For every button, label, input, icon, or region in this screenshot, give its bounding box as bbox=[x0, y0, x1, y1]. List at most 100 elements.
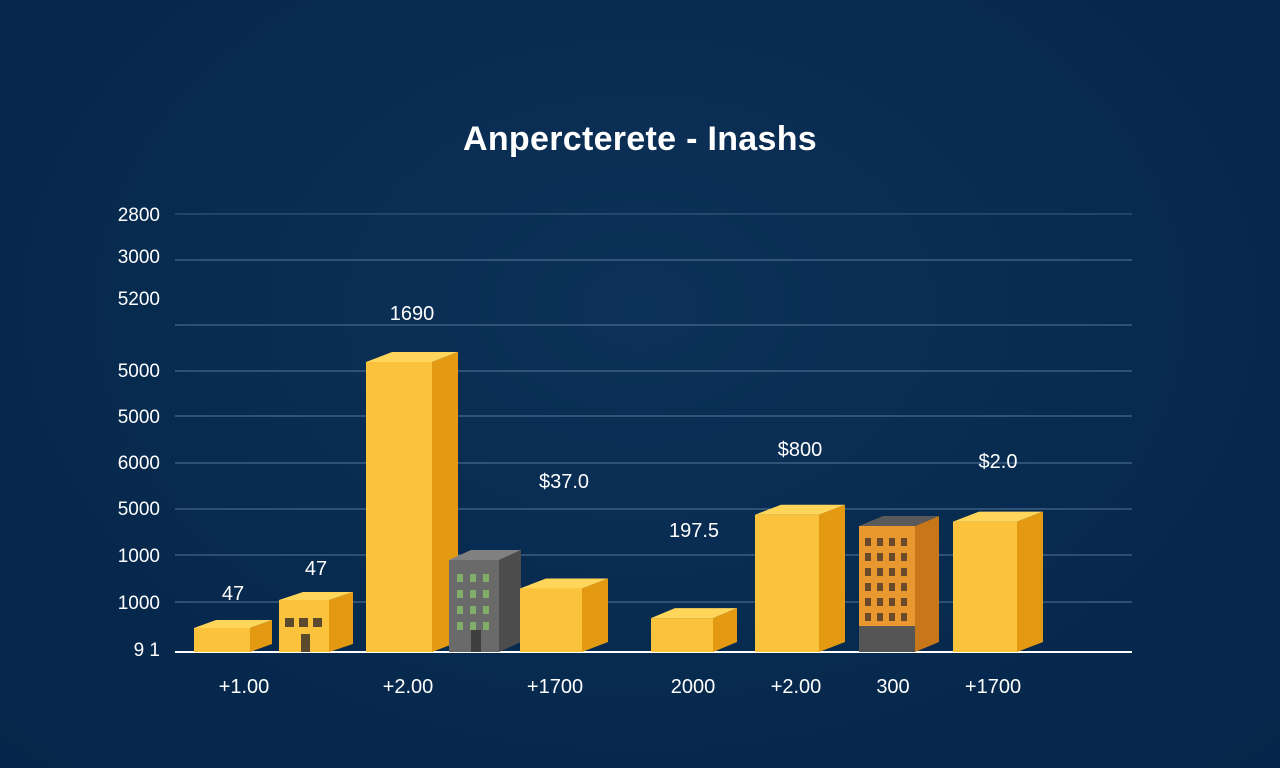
building-door bbox=[471, 630, 481, 652]
y-tick-label: 3000 bbox=[118, 247, 160, 268]
bar-side-face bbox=[713, 608, 737, 652]
building-window bbox=[901, 553, 907, 561]
building-window bbox=[889, 613, 895, 621]
bar-front-face bbox=[953, 521, 1017, 652]
x-category-label: 2000 bbox=[671, 676, 716, 698]
bar bbox=[449, 550, 521, 652]
bar-top-face bbox=[755, 504, 845, 515]
building-window bbox=[877, 538, 883, 546]
building-window bbox=[483, 606, 489, 614]
bar-side-face bbox=[250, 620, 272, 652]
building-window bbox=[889, 568, 895, 576]
building-window bbox=[889, 583, 895, 591]
bar-top-face bbox=[953, 511, 1043, 522]
bar-value-label: 1690 bbox=[390, 303, 435, 325]
y-tick-label: 5000 bbox=[118, 361, 160, 382]
bar-value-label: 47 bbox=[222, 583, 244, 605]
bar bbox=[194, 620, 272, 652]
y-tick-label: 9 1 bbox=[134, 640, 160, 661]
building-window bbox=[299, 618, 308, 627]
x-category-label: +2.00 bbox=[383, 676, 434, 698]
bar bbox=[520, 578, 608, 652]
y-tick-label: 5000 bbox=[118, 499, 160, 520]
building-window bbox=[877, 553, 883, 561]
data-labels: 47 47 1690 $37.0 197.5 $800 $2.0 bbox=[222, 303, 1018, 605]
bar bbox=[859, 516, 939, 652]
bar-top-face bbox=[194, 620, 272, 628]
bar-side-face bbox=[915, 516, 939, 652]
bar-side-face bbox=[582, 578, 608, 652]
building-window bbox=[865, 568, 871, 576]
building-window bbox=[877, 613, 883, 621]
bar bbox=[651, 608, 737, 652]
bar-front-face bbox=[366, 362, 432, 652]
building-window bbox=[285, 618, 294, 627]
x-category-label: +1700 bbox=[965, 676, 1021, 698]
building-window bbox=[457, 574, 463, 582]
y-tick-label: 5000 bbox=[118, 407, 160, 428]
building-base bbox=[859, 626, 915, 652]
building-window bbox=[865, 598, 871, 606]
bar-top-face bbox=[859, 516, 939, 526]
building-window bbox=[865, 538, 871, 546]
bar-front-face bbox=[651, 618, 713, 652]
building-window bbox=[865, 553, 871, 561]
x-category-label: +1700 bbox=[527, 676, 583, 698]
building-window bbox=[457, 606, 463, 614]
building-window bbox=[483, 622, 489, 630]
y-tick-label: 1000 bbox=[118, 546, 160, 567]
y-tick-label: 6000 bbox=[118, 453, 160, 474]
y-tick-label: 5200 bbox=[118, 289, 160, 310]
building-window bbox=[901, 583, 907, 591]
bar-side-face bbox=[819, 504, 845, 652]
building-window bbox=[483, 590, 489, 598]
x-axis-labels: +1.00 +2.00 +1700 2000 +2.00 300 +1700 bbox=[219, 676, 1021, 698]
building-window bbox=[877, 583, 883, 591]
bar-side-face bbox=[1017, 511, 1043, 652]
building-window bbox=[865, 583, 871, 591]
bars bbox=[194, 352, 1043, 652]
building-window bbox=[313, 618, 322, 627]
bar-value-label: 47 bbox=[305, 558, 327, 580]
building-window bbox=[865, 613, 871, 621]
bar bbox=[279, 592, 353, 652]
bar-top-face bbox=[366, 352, 458, 362]
y-axis-ticks: 2800 3000 5200 5000 5000 6000 5000 1000 1000 9 1 bbox=[118, 205, 160, 661]
bar bbox=[755, 504, 845, 652]
building-window bbox=[457, 622, 463, 630]
x-category-label: 300 bbox=[876, 676, 909, 698]
bar-value-label: $37.0 bbox=[539, 471, 589, 493]
bar bbox=[366, 352, 458, 652]
chart-title: Anpercterete - Inashs bbox=[463, 120, 817, 158]
bar-value-label: 197.5 bbox=[669, 520, 719, 542]
bar-top-face bbox=[520, 578, 608, 589]
y-tick-label: 2800 bbox=[118, 205, 160, 226]
bar-value-label: $2.0 bbox=[979, 451, 1018, 473]
x-category-label: +2.00 bbox=[771, 676, 822, 698]
bar-front-face bbox=[755, 514, 819, 652]
building-window bbox=[470, 590, 476, 598]
x-category-label: +1.00 bbox=[219, 676, 270, 698]
building-window bbox=[483, 574, 489, 582]
building-window bbox=[470, 622, 476, 630]
building-window bbox=[877, 598, 883, 606]
bar-side-face bbox=[329, 592, 353, 652]
bar-top-face bbox=[651, 608, 737, 619]
building-window bbox=[470, 574, 476, 582]
building-window bbox=[457, 590, 463, 598]
building-window bbox=[877, 568, 883, 576]
bar-front-face bbox=[520, 588, 582, 652]
building-door bbox=[301, 634, 310, 652]
bar-side-face bbox=[499, 550, 521, 652]
building-window bbox=[901, 568, 907, 576]
y-tick-label: 1000 bbox=[118, 593, 160, 614]
building-window bbox=[901, 598, 907, 606]
bar-front-face bbox=[194, 628, 250, 652]
bar-top-face bbox=[279, 592, 353, 600]
building-window bbox=[901, 538, 907, 546]
building-window bbox=[889, 538, 895, 546]
bar-value-label: $800 bbox=[778, 439, 823, 461]
building-window bbox=[889, 598, 895, 606]
building-window bbox=[889, 553, 895, 561]
